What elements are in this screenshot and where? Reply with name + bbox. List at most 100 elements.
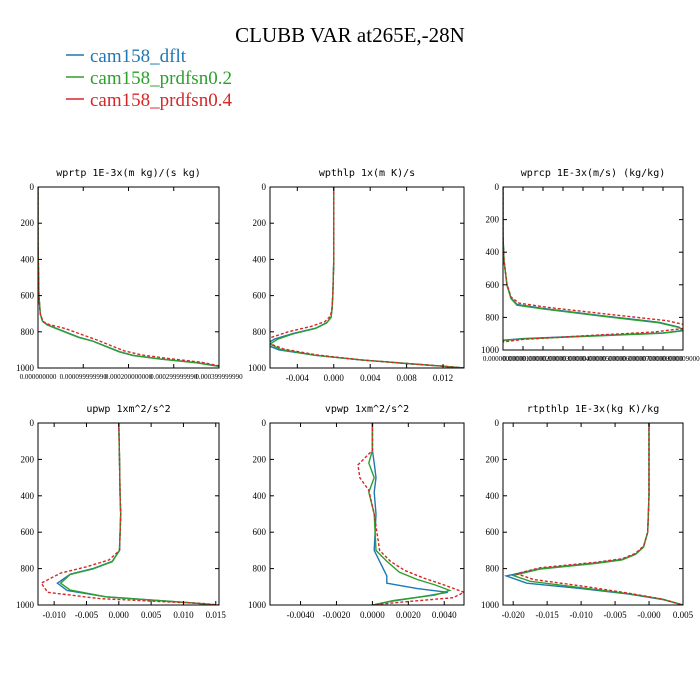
x-tick-label: 0.0020 [396,610,421,620]
x-tick-label: 0.0000 [360,610,385,620]
plot-frame [502,422,684,606]
y-tick-label: 800 [21,327,35,337]
y-tick-label: 0 [495,418,500,428]
x-tick-label: 0.010 [173,610,194,620]
x-tick-label: 0.000399999990 [195,373,243,381]
y-tick-label: 600 [253,291,267,301]
y-tick-label: 800 [486,312,500,322]
y-tick-label: 200 [486,215,500,225]
y-tick-label: 400 [486,247,500,257]
x-tick-label: 0.008 [396,373,417,383]
x-tick-label: 0.000 [324,373,345,383]
panel-title: wprtp 1E-3x(m kg)/(s kg) [56,168,201,179]
y-tick-label: 600 [21,291,35,301]
plot-frame [502,186,684,351]
x-tick-label: 0.005 [673,610,694,620]
panel-title: vpwp 1xm^2/s^2 [325,404,409,415]
y-tick-label: 1000 [16,363,35,373]
y-tick-label: 200 [253,218,267,228]
y-tick-label: 0 [495,182,500,192]
panel-5: vpwp 1xm^2/s^2 0 200 400 600 800 1000 -0.0040 -0… [248,404,465,620]
x-tick-label: -0.0040 [287,610,315,620]
x-tick-label: 0.005 [141,610,162,620]
y-tick-label: 200 [21,454,35,464]
y-tick-label: 600 [253,527,267,537]
x-tick-label: 0.0000070000 [623,355,664,363]
x-tick-label: 0.0000090000 [663,355,700,363]
x-tick-label: -0.010 [43,610,67,620]
panel-title: rtpthlp 1E-3x(kg K)/kg [527,404,659,415]
x-tick-label: -0.015 [536,610,560,620]
legend-label-prdfsn02: cam158_prdfsn0.2 [90,68,232,89]
series-line-prdfsn02 [368,423,452,605]
legend-label-prdfsn04: cam158_prdfsn0.4 [90,90,232,111]
panels: wprtp 1E-3x(m kg)/(s kg) 0 200 400 600 800 100… [16,168,700,620]
panel-4: upwp 1xm^2/s^2 0 200 400 600 800 1000 -0.010 -0.… [16,404,226,620]
figure-title: CLUBB VAR at265E,-28N [235,23,465,47]
y-tick-label: 1000 [481,345,500,355]
series-line-prdfsn04 [514,423,683,605]
x-tick-label: 0.0000080000 [643,355,684,363]
y-tick-label: 800 [253,564,267,574]
y-tick-label: 400 [486,491,500,501]
x-tick-label: 0.0000000000 [483,355,524,363]
y-tick-label: 800 [253,327,267,337]
x-tick-label: -0.010 [569,610,593,620]
series-line-prdfsn04 [40,423,219,605]
panel-2: wpthlp 1x(m K)/s 0 200 400 600 800 1000 -0.004 0… [248,168,465,383]
y-tick-label: 600 [486,280,500,290]
y-tick-label: 0 [262,182,267,192]
plot-frame [269,422,465,606]
y-tick-label: 800 [486,564,500,574]
x-tick-label: -0.0020 [323,610,351,620]
legend: cam158_dflt cam158_prdfsn0.2 cam158_prdf… [66,46,232,111]
x-tick-label: 0.000000000 [20,373,57,381]
x-tick-label: 0.0040 [432,610,457,620]
x-tick-label: 0.000200000000 [105,373,153,381]
x-tick-label: -0.005 [75,610,99,620]
x-tick-label: 0.012 [433,373,453,383]
y-tick-label: 200 [253,454,267,464]
y-tick-label: 1000 [248,363,267,373]
x-tick-label: 0.004 [360,373,381,383]
x-tick-label: -0.000 [637,610,661,620]
x-tick-label: 0.0000030000 [543,355,584,363]
x-tick-label: 0.0000050000 [583,355,624,363]
panel-title: wpthlp 1x(m K)/s [319,168,415,179]
y-tick-label: 400 [253,254,267,264]
y-tick-label: 800 [21,564,35,574]
panel-3: wprcp 1E-3x(m/s) (kg/kg) 0 200 400 600 800 100… [481,168,700,363]
series-line-prdfsn04 [357,423,464,605]
y-tick-label: 1000 [248,600,267,610]
y-tick-label: 600 [21,527,35,537]
y-tick-label: 400 [21,491,35,501]
x-tick-label: -0.004 [286,373,310,383]
y-tick-label: 0 [30,182,35,192]
y-tick-label: 400 [253,491,267,501]
x-tick-label: 0.0000040000 [563,355,604,363]
x-tick-label: 0.0000060000 [603,355,644,363]
x-tick-label: 0.000099999990 [60,373,108,381]
x-tick-label: -0.005 [603,610,627,620]
series-line-prdfsn02 [38,187,219,368]
y-tick-label: 0 [262,418,267,428]
panel-title: upwp 1xm^2/s^2 [86,404,170,415]
y-tick-label: 400 [21,254,35,264]
panel-6: rtpthlp 1E-3x(kg K)/kg02004006008001000-… [481,404,694,620]
legend-label-dflt: cam158_dflt [90,46,187,67]
x-tick-label: 0.000299999990 [150,373,198,381]
series-line-prdfsn04 [503,187,683,343]
series-line-prdfsn02 [59,423,216,605]
series-line-prdfsn04 [270,187,464,368]
y-tick-label: 1000 [481,600,500,610]
plot-frame [269,186,465,369]
x-tick-label: 0.0000010000 [503,355,544,363]
y-tick-label: 0 [30,418,35,428]
series-line-prdfsn04 [38,187,219,367]
y-tick-label: 200 [486,454,500,464]
panel-title: wprcp 1E-3x(m/s) (kg/kg) [521,168,666,179]
plot-frame [37,422,220,606]
panel-1: wprtp 1E-3x(m kg)/(s kg) 0 200 400 600 800 100… [16,168,243,381]
x-tick-label: -0.020 [502,610,526,620]
